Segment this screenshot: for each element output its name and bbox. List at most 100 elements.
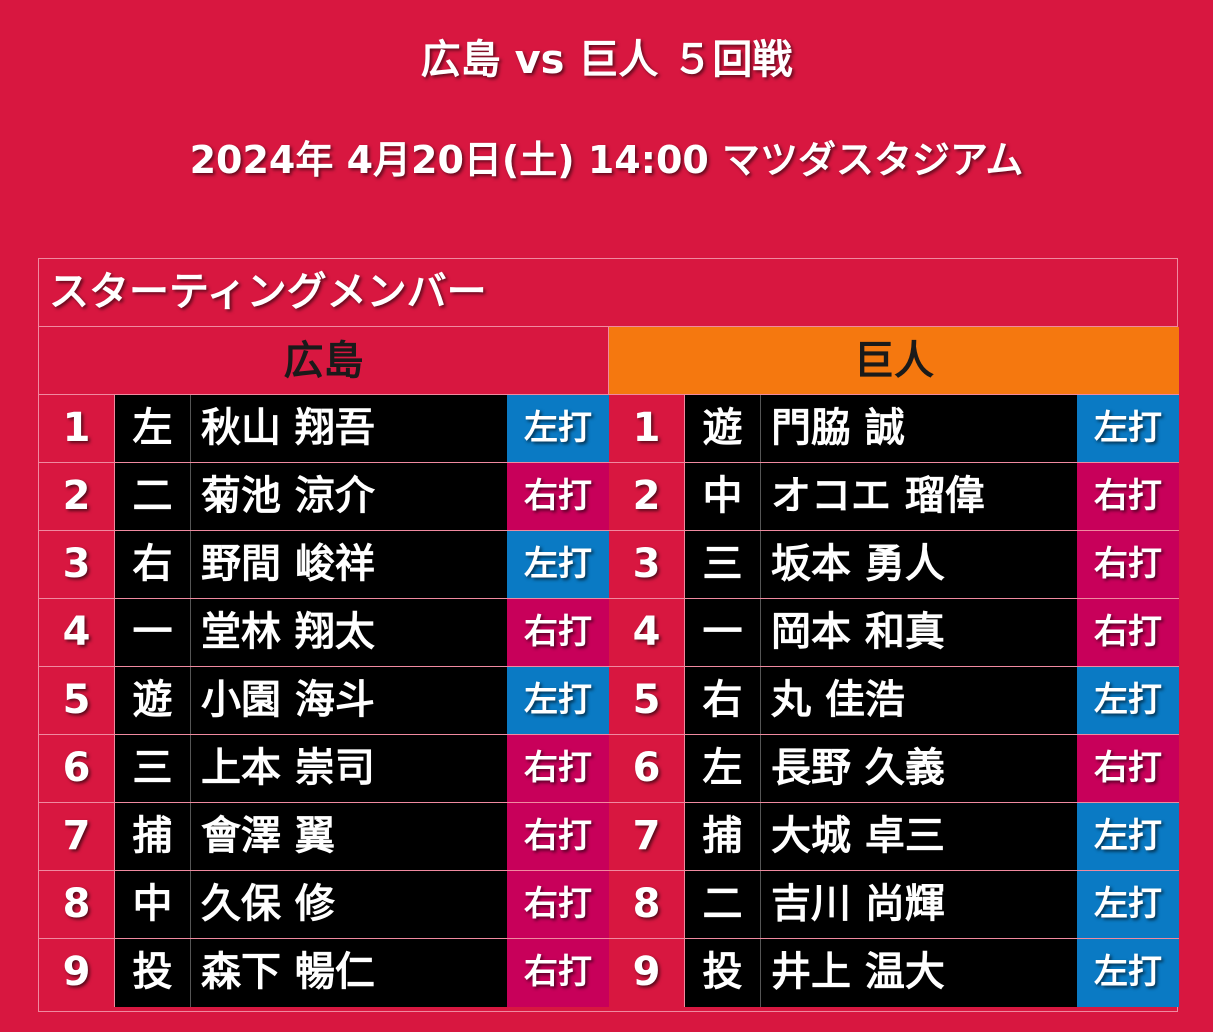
batting-side-badge: 左打	[507, 531, 609, 598]
batting-order: 1	[39, 395, 115, 462]
batting-order: 7	[609, 803, 685, 870]
away-team-name: 巨人	[854, 338, 934, 384]
player-name: 上本 崇司	[191, 735, 507, 802]
batting-side-badge: 左打	[1077, 871, 1179, 938]
lineup-row: 8 二吉川 尚輝 左打	[609, 871, 1179, 939]
home-team-name: 広島	[283, 338, 364, 384]
player-name: 久保 修	[191, 871, 507, 938]
batting-side-badge: 右打	[507, 871, 609, 938]
batting-side-badge: 右打	[507, 939, 609, 1007]
position: 右	[115, 531, 191, 598]
player-name: 長野 久義	[761, 735, 1077, 802]
batting-order: 5	[39, 667, 115, 734]
player-name: 小園 海斗	[191, 667, 507, 734]
position: 中	[115, 871, 191, 938]
lineup-row: 1 遊門脇 誠左打	[609, 395, 1179, 463]
player-name: 岡本 和真	[761, 599, 1077, 666]
position: 左	[115, 395, 191, 462]
home-team-header: 広島	[39, 327, 609, 395]
position: 中	[685, 463, 761, 530]
position: 投	[115, 939, 191, 1007]
section-label: スターティングメンバー	[39, 259, 1177, 327]
batting-order: 6	[609, 735, 685, 802]
lineup-row: 6 左長野 久義 右打	[609, 735, 1179, 803]
batting-order: 5	[609, 667, 685, 734]
position: 一	[115, 599, 191, 666]
lineup-row: 8 中久保 修右打	[39, 871, 609, 939]
lineup-row: 9 投井上 温大 左打	[609, 939, 1179, 1007]
batting-order: 8	[609, 871, 685, 938]
position: 投	[685, 939, 761, 1007]
away-lineup: 1 遊門脇 誠左打 2 中オコエ 瑠偉 右打 3 三坂本 勇人 右打 4 一岡本 和真 右打 5 右丸 …	[609, 395, 1179, 1007]
position: 捕	[685, 803, 761, 870]
batting-side-badge: 右打	[507, 599, 609, 666]
batting-order: 3	[39, 531, 115, 598]
lineup-board: スターティングメンバー 広島 巨人 1 左秋山 翔吾 左打 2 二菊池 涼介 右打 3 右野間…	[38, 258, 1179, 1012]
player-name: 吉川 尚輝	[761, 871, 1077, 938]
batting-side-badge: 右打	[507, 463, 609, 530]
position: 三	[115, 735, 191, 802]
player-name: 井上 温大	[761, 939, 1077, 1007]
position: 三	[685, 531, 761, 598]
lineup-row: 3 三坂本 勇人 右打	[609, 531, 1179, 599]
batting-order: 6	[39, 735, 115, 802]
batting-side-badge: 左打	[1077, 395, 1179, 462]
batting-side-badge: 左打	[507, 395, 609, 462]
position: 二	[115, 463, 191, 530]
lineup-row: 4 一岡本 和真 右打	[609, 599, 1179, 667]
batting-order: 4	[609, 599, 685, 666]
batting-side-badge: 右打	[507, 803, 609, 870]
batting-side-badge: 左打	[507, 667, 609, 734]
batting-side-badge: 左打	[1077, 667, 1179, 734]
player-name: 菊池 涼介	[191, 463, 507, 530]
player-name: 坂本 勇人	[761, 531, 1077, 598]
lineup-row: 1 左秋山 翔吾 左打	[39, 395, 609, 463]
batting-order: 2	[609, 463, 685, 530]
batting-side-badge: 右打	[1077, 463, 1179, 530]
player-name: 大城 卓三	[761, 803, 1077, 870]
lineup-row: 2 二菊池 涼介 右打	[39, 463, 609, 531]
lineup-row: 7 捕會澤 翼右打	[39, 803, 609, 871]
player-name: 會澤 翼	[191, 803, 507, 870]
batting-order: 3	[609, 531, 685, 598]
batting-order: 8	[39, 871, 115, 938]
lineup-row: 6 三上本 崇司 右打	[39, 735, 609, 803]
game-info: 2024年 4月20日(土) 14:00 マツダスタジアム	[189, 138, 1024, 182]
batting-order: 2	[39, 463, 115, 530]
lineup-row: 7 捕大城 卓三 左打	[609, 803, 1179, 871]
player-name: オコエ 瑠偉	[761, 463, 1077, 530]
player-name: 森下 暢仁	[191, 939, 507, 1007]
batting-side-badge: 右打	[1077, 531, 1179, 598]
lineup-row: 4 一堂林 翔太 右打	[39, 599, 609, 667]
position: 遊	[685, 395, 761, 462]
position: 遊	[115, 667, 191, 734]
position: 一	[685, 599, 761, 666]
player-name: 門脇 誠	[761, 395, 1077, 462]
away-team-header: 巨人	[609, 327, 1179, 395]
position: 右	[685, 667, 761, 734]
batting-order: 7	[39, 803, 115, 870]
position: 左	[685, 735, 761, 802]
lineup-row: 5 遊小園 海斗 左打	[39, 667, 609, 735]
batting-side-badge: 右打	[1077, 735, 1179, 802]
batting-order: 1	[609, 395, 685, 462]
batting-side-badge: 右打	[1077, 599, 1179, 666]
batting-order: 9	[39, 939, 115, 1007]
batting-order: 9	[609, 939, 685, 1007]
batting-order: 4	[39, 599, 115, 666]
lineup-row: 3 右野間 峻祥 左打	[39, 531, 609, 599]
position: 捕	[115, 803, 191, 870]
game-title: 広島 vs 巨人 ５回戦	[420, 37, 793, 83]
player-name: 丸 佳浩	[761, 667, 1077, 734]
home-lineup: 1 左秋山 翔吾 左打 2 二菊池 涼介 右打 3 右野間 峻祥 左打 4 一堂林 翔太 右打 5 遊小園…	[39, 395, 609, 1007]
batting-side-badge: 左打	[1077, 939, 1179, 1007]
lineup-row: 9 投森下 暢仁 右打	[39, 939, 609, 1007]
batting-side-badge: 右打	[507, 735, 609, 802]
batting-side-badge: 左打	[1077, 803, 1179, 870]
player-name: 秋山 翔吾	[191, 395, 507, 462]
lineup-row: 2 中オコエ 瑠偉 右打	[609, 463, 1179, 531]
player-name: 野間 峻祥	[191, 531, 507, 598]
position: 二	[685, 871, 761, 938]
player-name: 堂林 翔太	[191, 599, 507, 666]
